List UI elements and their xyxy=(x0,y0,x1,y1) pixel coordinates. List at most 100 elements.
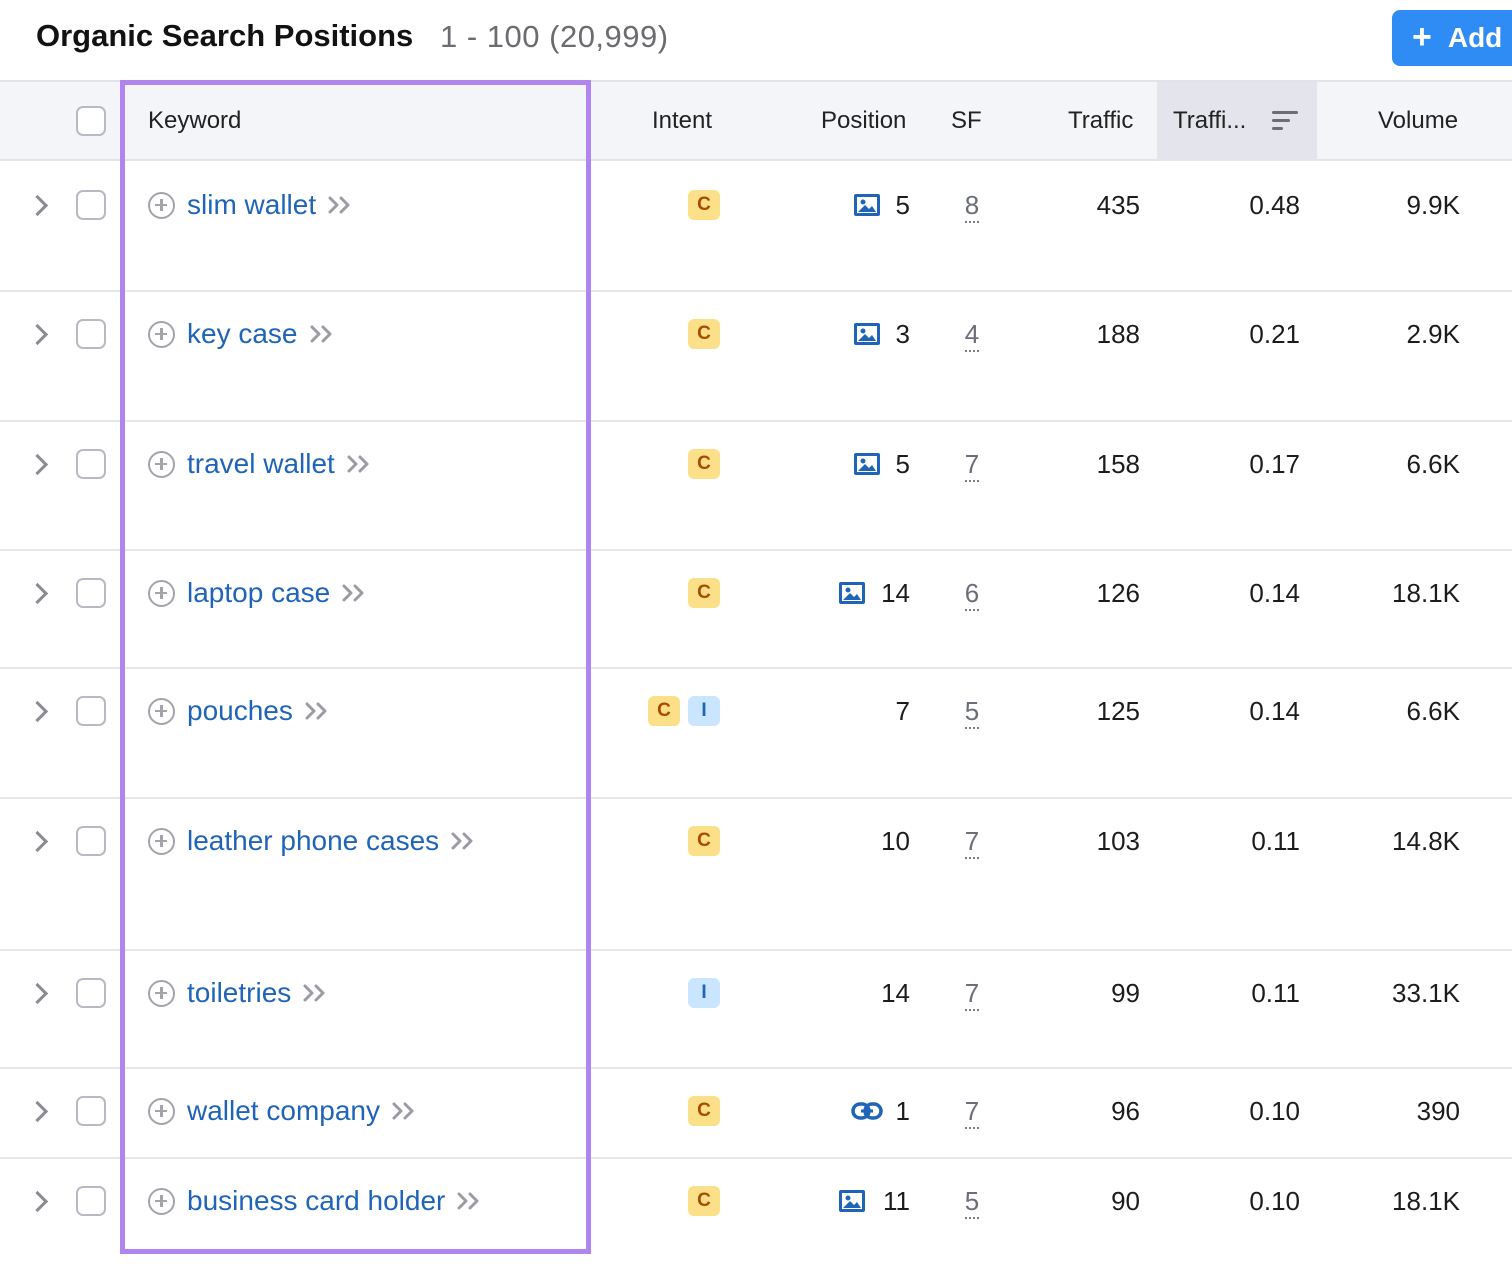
row-checkbox[interactable] xyxy=(76,1096,106,1126)
row-divider xyxy=(0,667,1512,669)
row-divider xyxy=(0,549,1512,551)
link-icon xyxy=(851,1101,883,1126)
keyword-details-icon[interactable] xyxy=(328,196,354,214)
traffic-value: 435 xyxy=(1096,190,1140,220)
row-checkbox[interactable] xyxy=(76,319,106,349)
sf-value[interactable]: 5 xyxy=(958,1186,986,1219)
keyword-link[interactable]: key case xyxy=(187,318,298,349)
position-value: 5 xyxy=(895,190,910,220)
add-to-list-icon[interactable] xyxy=(148,579,175,607)
add-to-list-icon[interactable] xyxy=(148,979,175,1007)
expand-row-chevron-icon[interactable] xyxy=(26,982,49,1005)
add-to-list-icon[interactable] xyxy=(148,1187,175,1215)
add-to-list-icon[interactable] xyxy=(148,450,175,478)
position-value: 5 xyxy=(895,449,910,479)
sf-value[interactable]: 7 xyxy=(958,1096,986,1129)
keyword-link[interactable]: travel wallet xyxy=(187,448,335,479)
col-traffic[interactable]: Traffic xyxy=(1068,106,1134,134)
keyword-details-icon[interactable] xyxy=(342,584,368,602)
sf-count[interactable]: 7 xyxy=(964,978,980,1011)
row-checkbox[interactable] xyxy=(76,978,106,1008)
traffic-pct-value: 0.11 xyxy=(1251,826,1300,856)
keyword-details-icon[interactable] xyxy=(451,832,477,850)
sf-value[interactable]: 5 xyxy=(958,696,986,729)
sf-value[interactable]: 8 xyxy=(958,190,986,223)
volume-value: 390 xyxy=(1416,1096,1460,1126)
keyword-cell: travel wallet xyxy=(148,446,373,482)
expand-row-chevron-icon[interactable] xyxy=(26,194,49,217)
row-checkbox[interactable] xyxy=(76,578,106,608)
sf-count[interactable]: 4 xyxy=(964,319,980,352)
intent-commercial-badge: C xyxy=(688,826,720,856)
traffic-value: 158 xyxy=(1096,449,1140,479)
traffic-pct-value: 0.14 xyxy=(1249,578,1300,608)
expand-row-chevron-icon[interactable] xyxy=(26,1100,49,1123)
col-traffic-pct[interactable]: Traffi... xyxy=(1173,106,1247,134)
keyword-link[interactable]: slim wallet xyxy=(187,189,317,220)
sf-count[interactable]: 8 xyxy=(964,190,980,223)
row-checkbox[interactable] xyxy=(76,190,106,220)
add-to-list-icon[interactable] xyxy=(148,697,175,725)
expand-row-chevron-icon[interactable] xyxy=(26,453,49,476)
traffic-value: 125 xyxy=(1096,696,1140,726)
keyword-link[interactable]: business card holder xyxy=(187,1185,446,1216)
sf-count[interactable]: 7 xyxy=(964,1096,980,1129)
traffic-value: 99 xyxy=(1111,978,1140,1008)
volume-value: 9.9K xyxy=(1406,190,1461,220)
expand-row-chevron-icon[interactable] xyxy=(26,582,49,605)
intent-informational-badge: I xyxy=(688,978,720,1008)
row-divider xyxy=(0,420,1512,422)
keyword-details-icon[interactable] xyxy=(347,455,373,473)
position-value: 10 xyxy=(881,826,910,856)
sf-count[interactable]: 7 xyxy=(964,449,980,482)
sf-count[interactable]: 5 xyxy=(964,696,980,729)
row-checkbox[interactable] xyxy=(76,449,106,479)
add-to-list-icon[interactable] xyxy=(148,191,175,219)
keyword-details-icon[interactable] xyxy=(392,1102,418,1120)
expand-row-chevron-icon[interactable] xyxy=(26,323,49,346)
add-button[interactable]: + Add xyxy=(1392,10,1512,66)
traffic-value: 126 xyxy=(1096,578,1140,608)
volume-value: 6.6K xyxy=(1406,696,1461,726)
sf-value[interactable]: 7 xyxy=(958,449,986,482)
keyword-details-icon[interactable] xyxy=(305,702,331,720)
image-icon xyxy=(853,322,881,351)
expand-row-chevron-icon[interactable] xyxy=(26,1190,49,1213)
keyword-details-icon[interactable] xyxy=(303,984,329,1002)
row-checkbox[interactable] xyxy=(76,826,106,856)
col-intent[interactable]: Intent xyxy=(652,106,713,134)
col-keyword[interactable]: Keyword xyxy=(148,106,242,134)
sf-value[interactable]: 7 xyxy=(958,978,986,1011)
row-checkbox[interactable] xyxy=(76,1186,106,1216)
add-to-list-icon[interactable] xyxy=(148,1097,175,1125)
sf-count[interactable]: 5 xyxy=(964,1186,980,1219)
sf-value[interactable]: 6 xyxy=(958,578,986,611)
keyword-link[interactable]: leather phone cases xyxy=(187,825,440,856)
row-checkbox[interactable] xyxy=(76,696,106,726)
add-to-list-icon[interactable] xyxy=(148,320,175,348)
volume-value: 14.8K xyxy=(1392,826,1460,856)
keyword-link[interactable]: wallet company xyxy=(187,1095,380,1126)
expand-row-chevron-icon[interactable] xyxy=(26,830,49,853)
sf-count[interactable]: 7 xyxy=(964,826,980,859)
col-position[interactable]: Position xyxy=(821,106,907,134)
sf-value[interactable]: 4 xyxy=(958,319,986,352)
position-value: 1 xyxy=(895,1096,910,1126)
col-volume[interactable]: Volume xyxy=(1378,106,1459,134)
keyword-link[interactable]: laptop case xyxy=(187,577,331,608)
sf-value[interactable]: 7 xyxy=(958,826,986,859)
add-to-list-icon[interactable] xyxy=(148,827,175,855)
volume-value: 18.1K xyxy=(1392,1186,1460,1216)
expand-row-chevron-icon[interactable] xyxy=(26,700,49,723)
sort-icon[interactable] xyxy=(1272,111,1298,133)
keyword-cell: toiletries xyxy=(148,975,329,1011)
keyword-cell: leather phone cases xyxy=(148,823,477,859)
keyword-details-icon[interactable] xyxy=(310,325,336,343)
select-all-checkbox[interactable] xyxy=(76,106,106,136)
volume-value: 18.1K xyxy=(1392,578,1460,608)
keyword-details-icon[interactable] xyxy=(457,1192,483,1210)
col-sf[interactable]: SF xyxy=(951,106,982,134)
sf-count[interactable]: 6 xyxy=(964,578,980,611)
keyword-link[interactable]: pouches xyxy=(187,695,293,726)
keyword-link[interactable]: toiletries xyxy=(187,977,292,1008)
